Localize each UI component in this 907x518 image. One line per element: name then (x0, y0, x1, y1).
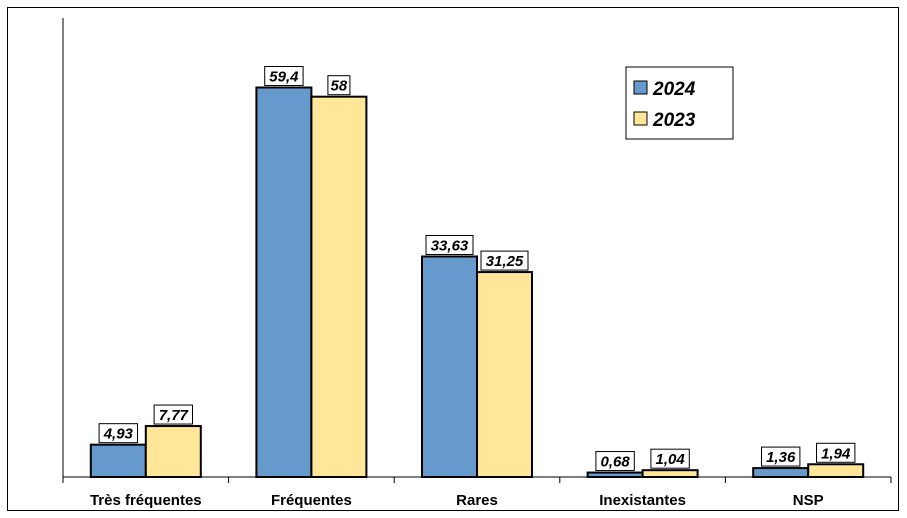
bar-2024-2 (421, 255, 478, 478)
data-label-text: 4,93 (103, 426, 134, 443)
data-label-2023-0: 7,77 (153, 404, 194, 425)
data-label-text: 1,04 (655, 451, 685, 468)
data-label-text: 7,77 (159, 407, 189, 424)
bar-2023-2 (476, 271, 533, 479)
bar-2023-1 (310, 95, 368, 479)
data-label-text: 1,36 (766, 449, 796, 466)
category-label: Fréquentes (271, 492, 352, 509)
data-label-2023-3: 1,04 (650, 448, 690, 469)
data-label-2024-2: 33,63 (425, 234, 474, 255)
data-label-box (650, 448, 690, 469)
data-label-2024-3: 0,68 (595, 451, 635, 472)
data-label-text: 33,63 (431, 237, 469, 254)
bar-2023-0 (144, 425, 202, 478)
bar-2024-4 (752, 467, 810, 478)
data-label-2023-1: 58 (327, 75, 351, 96)
category-label: NSP (793, 492, 824, 509)
data-label-2024-4: 1,36 (761, 446, 801, 467)
data-label-box (816, 442, 856, 463)
legend-swatch-2023 (633, 111, 648, 126)
data-label-box (595, 451, 635, 472)
data-label-box (98, 423, 138, 444)
data-label-text: 1,94 (821, 445, 851, 462)
plot-area: Très fréquentes Fréquentes Rares Inexistant… (62, 18, 892, 509)
data-label-text: 59,4 (269, 69, 299, 86)
bar-2024-0 (89, 443, 147, 478)
legend-box (625, 66, 734, 140)
data-label-box (327, 75, 351, 96)
data-label-box (425, 234, 474, 255)
bar-2024-1 (255, 86, 313, 479)
data-label-box (761, 446, 801, 467)
data-label-2023-4: 1,94 (816, 442, 856, 463)
bar-2023-3 (641, 469, 699, 479)
data-label-box (153, 404, 194, 425)
legend-label-2024: 2024 (652, 79, 696, 100)
category-label: Rares (456, 492, 498, 509)
data-label-box (480, 250, 529, 271)
data-label-text: 0,68 (600, 454, 630, 471)
category-label: Inexistantes (599, 492, 686, 509)
data-label-text: 58 (331, 78, 348, 95)
data-label-box (264, 66, 304, 87)
bar-2024-3 (586, 471, 644, 478)
data-label-2024-0: 4,93 (98, 423, 138, 444)
legend-label-2023: 2023 (652, 110, 696, 131)
data-label-text: 31,25 (486, 253, 524, 270)
legend: 2024 2023 (625, 66, 734, 140)
data-label-2023-2: 31,25 (480, 250, 529, 271)
data-label-2024-1: 59,4 (264, 66, 304, 87)
bar-2023-4 (807, 463, 865, 479)
legend-swatch-2024 (633, 80, 648, 95)
category-label: Très fréquentes (90, 492, 202, 509)
